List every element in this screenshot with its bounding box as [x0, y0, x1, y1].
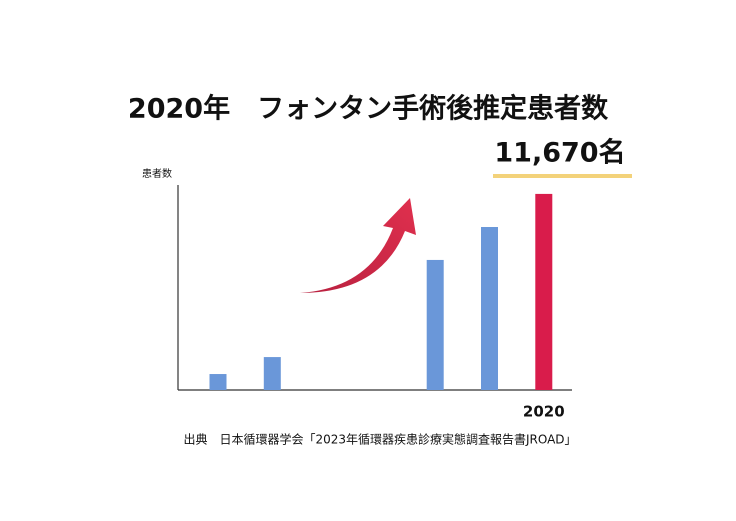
y-axis-label: 患者数: [142, 167, 172, 180]
bar: [426, 259, 444, 390]
bar: [263, 357, 281, 390]
bar: [209, 374, 227, 390]
x-tick-label: 2020: [523, 403, 565, 421]
chart-title: 2020年 フォンタン手術後推定患者数: [128, 93, 609, 125]
trend-arrow: [300, 198, 416, 293]
value-label: 11,670名: [494, 137, 625, 169]
bar: [535, 193, 553, 390]
source-note: 出典 日本循環器学会「2023年循環器疾患診療実態調査報告書JROAD」: [183, 432, 576, 447]
bar: [481, 227, 498, 390]
